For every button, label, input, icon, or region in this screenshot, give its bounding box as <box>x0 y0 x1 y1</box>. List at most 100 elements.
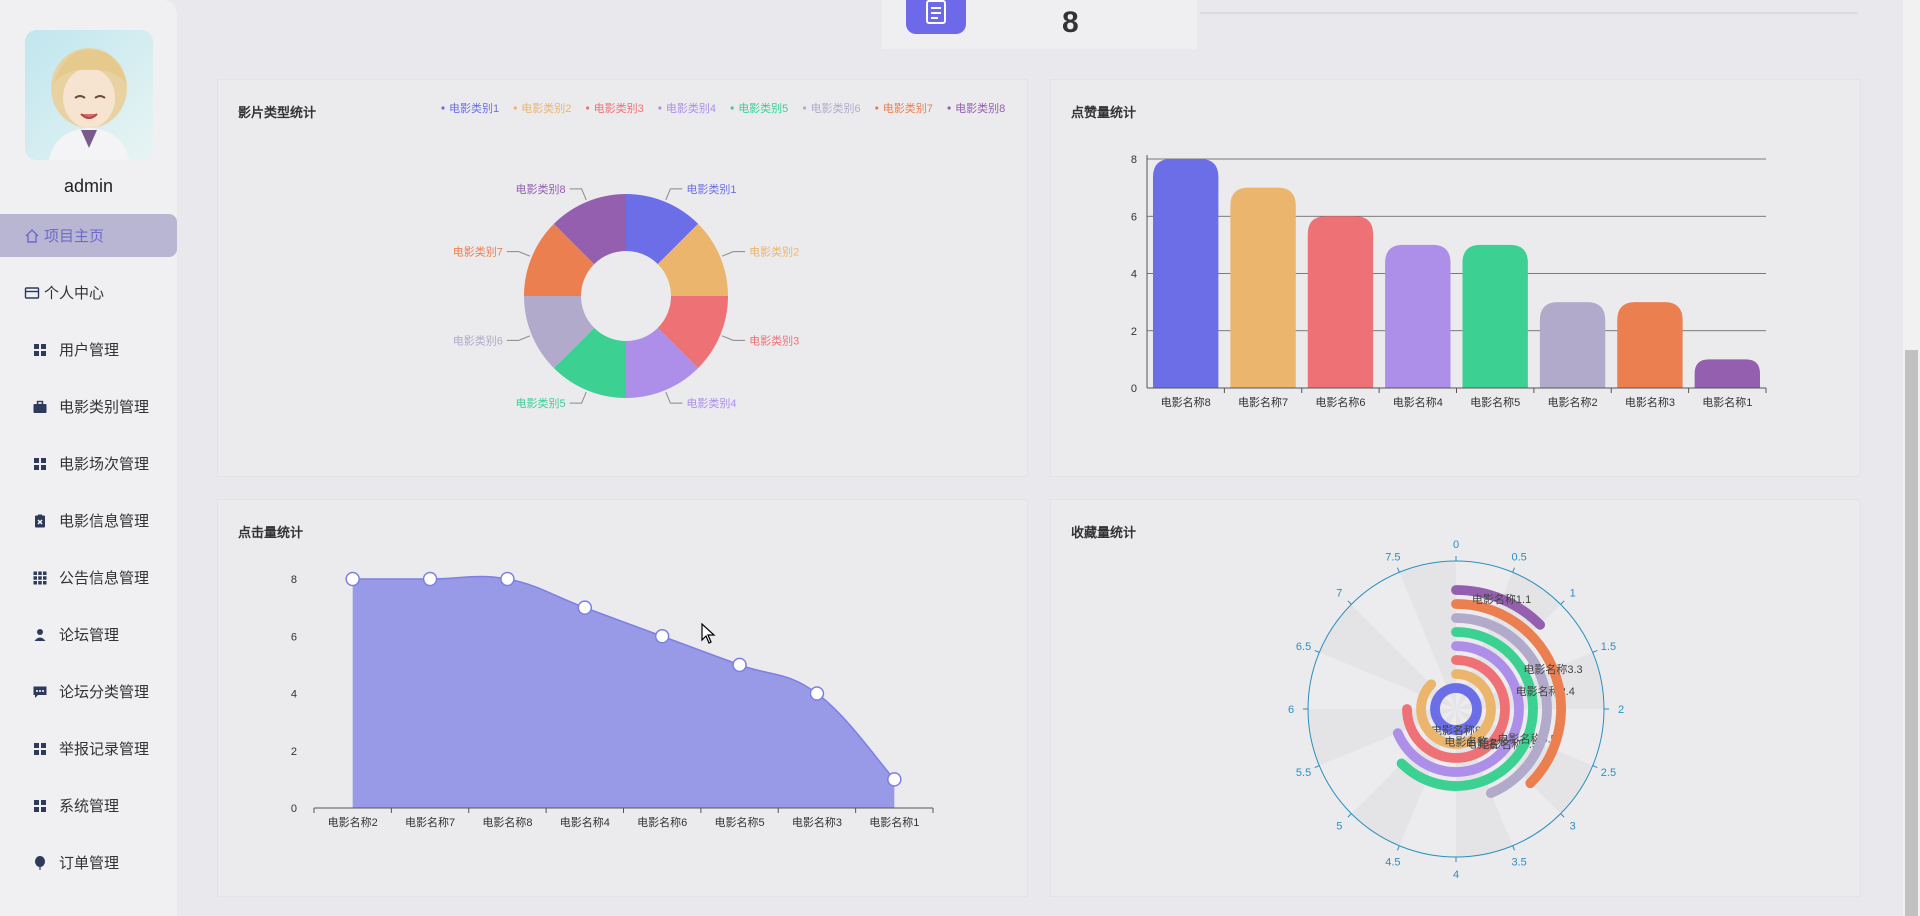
sidebar-item-label: 系统管理 <box>59 798 120 815</box>
legend-item: 电影类别3 <box>586 101 644 115</box>
legend-dot <box>513 106 517 110</box>
legend-dot <box>875 106 879 110</box>
scrollbar-thumb[interactable] <box>1905 350 1918 916</box>
page-scrollbar[interactable] <box>1903 0 1920 916</box>
polar-bar <box>1451 613 1552 798</box>
x-tick-label: 电影名称8 <box>482 815 532 829</box>
sidebar-item-10[interactable]: 举报记录管理 <box>0 727 177 770</box>
slice-label: 电影类别4 <box>686 396 736 410</box>
stat-card: 8 <box>882 0 1197 49</box>
clicks-chart-card: 点击量统计 0 2 4 6 8 电影名称2 电影名称7 电影名称8 电影名称4 电影名称6 电影名称… <box>217 499 1028 897</box>
grid-icon <box>32 456 48 472</box>
angle-tick-label: 0.5 <box>1511 552 1526 564</box>
bar <box>1307 216 1374 388</box>
legend-item: 电影类别6 <box>802 101 861 115</box>
pie-slice <box>657 223 728 296</box>
area-fill <box>352 576 895 808</box>
grid-icon <box>32 741 48 757</box>
sidebar-item-11[interactable]: 系统管理 <box>0 784 177 827</box>
y-tick-label: 4 <box>1131 269 1137 281</box>
y-tick-label: 2 <box>291 746 297 758</box>
angle-tick <box>1347 600 1352 605</box>
sidebar-item-8[interactable]: 论坛管理 <box>0 613 177 656</box>
angle-tick <box>1592 765 1598 769</box>
sidebar-item-5[interactable]: 电影场次管理 <box>0 442 177 485</box>
credit-card-icon <box>24 285 40 301</box>
sidebar-item-4[interactable]: 电影类别管理 <box>0 385 177 428</box>
x-tick-label: 电影名称1 <box>869 815 919 829</box>
slice-leader-line <box>665 188 683 201</box>
angle-tick <box>1396 567 1400 573</box>
bar <box>1462 244 1528 388</box>
username: admin <box>63 176 114 196</box>
sidebar-item-label: 论坛管理 <box>59 627 120 644</box>
data-point <box>422 571 438 587</box>
grid-9-icon <box>32 570 48 586</box>
sidebar-item-6[interactable]: 电影信息管理 <box>0 499 177 542</box>
legend-dot <box>658 106 662 110</box>
sidebar-item-2[interactable]: 个人中心 <box>0 271 177 314</box>
sidebar-item-12[interactable]: 订单管理 <box>0 841 177 884</box>
pie-slice <box>657 296 728 369</box>
slice-leader-line <box>665 391 683 404</box>
angle-tick-label: 4 <box>1453 869 1459 881</box>
clicks-chart-title: 点击量统计 <box>238 525 304 540</box>
sidebar-item-9[interactable]: 论坛分类管理 <box>0 670 177 713</box>
sidebar-item-3[interactable]: 用户管理 <box>0 328 177 371</box>
sidebar-item-1[interactable]: 项目主页 <box>0 214 177 257</box>
slice-label: 电影类别2 <box>749 245 799 259</box>
slice-leader-line <box>721 251 746 257</box>
data-point <box>809 686 825 701</box>
polar-bar <box>1451 599 1566 789</box>
slice-label: 电影类别7 <box>453 245 503 259</box>
polar-bar-label: 电影名称8 <box>1431 723 1481 737</box>
x-tick-label: 电影名称7 <box>405 815 455 829</box>
polar-bar <box>1430 683 1482 735</box>
polar-sector <box>1456 604 1593 709</box>
polar-bar <box>1392 641 1524 777</box>
slice-leader-line <box>721 335 746 341</box>
genre-chart-card: 影片类型统计 电影类别1 电影类别2 电影类别3 电影类别4 电影类别5 电影类别6 电影类… <box>217 79 1028 477</box>
y-tick-label: 8 <box>291 574 297 586</box>
x-tick-label: 电影名称5 <box>715 815 765 829</box>
data-point <box>500 571 515 587</box>
angle-tick-label: 7 <box>1336 587 1342 599</box>
avatar[interactable] <box>25 30 153 160</box>
data-point <box>732 657 747 673</box>
angle-tick-label: 6 <box>1288 704 1294 716</box>
sidebar-item-label: 用户管理 <box>59 342 120 359</box>
angle-tick-label: 2 <box>1618 704 1624 716</box>
sidebar-item-7[interactable]: 公告信息管理 <box>0 556 177 599</box>
angle-tick <box>1560 813 1565 818</box>
angle-tick-label: 5.5 <box>1296 767 1311 779</box>
legend-dot <box>730 106 734 110</box>
grid-icon <box>32 798 48 814</box>
x-tick-label: 电影名称8 <box>1161 395 1211 409</box>
angle-tick-label: 3.5 <box>1511 856 1526 868</box>
data-point <box>577 600 593 615</box>
polar-bar <box>1416 669 1496 749</box>
angle-tick-label: 1 <box>1570 587 1576 599</box>
genre-pie-chart: 电影类别1 电影类别2 电影类别3 电影类别4 电影类别5 电影类别6 电影类别7 电影类别8… <box>441 101 1005 410</box>
polar-bar <box>1451 585 1546 630</box>
legend-item: 电影类别1 <box>441 101 499 115</box>
polar-bar-label: 电影名称3.3 <box>1523 662 1582 676</box>
sidebar-item-label: 公告信息管理 <box>59 570 150 587</box>
mouse-cursor-icon <box>701 623 716 644</box>
pie-slice <box>553 327 626 398</box>
slice-label: 电影类别6 <box>453 333 503 347</box>
clicks-area-chart: 0 2 4 6 8 电影名称2 电影名称7 电影名称8 电影名称4 电影名称6 电影名称5 电影名称3… <box>291 571 934 829</box>
document-icon <box>906 0 966 34</box>
y-tick-label: 2 <box>1131 326 1137 338</box>
angle-tick-label: 7.5 <box>1385 552 1400 564</box>
likes-chart-card: 点赞量统计 0 2 4 6 8 电影名称8 电影名称7 电影名称6 电影名称4 电影名称5 电影名称… <box>1050 79 1861 477</box>
slice-leader-line <box>506 335 531 341</box>
legend-item: 电影类别8 <box>947 101 1005 115</box>
sidebar: admin 项目主页个人中心用户管理电影类别管理 电影场次管理 电影信息管理公告信息… <box>0 0 177 916</box>
polar-sector <box>1456 709 1593 814</box>
polar-sector <box>1319 709 1456 814</box>
legend-label: 电影类别4 <box>666 101 716 115</box>
legend-item: 电影类别4 <box>658 101 716 115</box>
slice-label: 电影类别5 <box>515 396 565 410</box>
polar-bar <box>1396 627 1538 791</box>
